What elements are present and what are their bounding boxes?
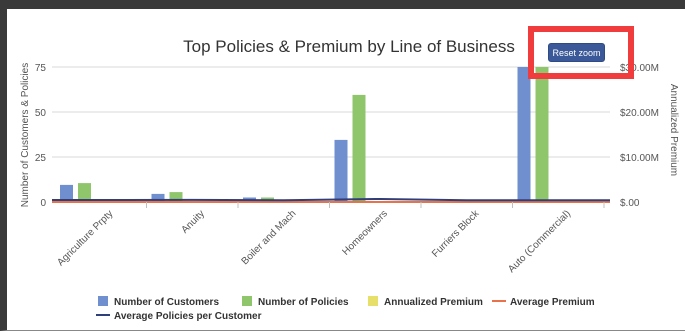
y-tick-label: 25 [35, 153, 47, 164]
number-of-customers-bar [517, 67, 531, 202]
y-tick-label: 0 [40, 198, 46, 209]
y2-tick-label: $30.00M [620, 63, 659, 74]
y2-tick-label: $20.00M [620, 108, 659, 119]
reset-zoom-button[interactable]: Reset zoom [548, 43, 605, 62]
chart-title: Top Policies & Premium by Line of Busine… [183, 37, 515, 56]
number-of-policies-bar [352, 94, 366, 202]
legend-label: Annualized Premium [384, 297, 483, 308]
x-tick-label: Boiler and Mach [240, 208, 299, 267]
x-tick-label: Furriers Block [430, 208, 482, 260]
number-of-customers-bar [60, 184, 73, 202]
x-tick-label: Anuity [180, 208, 207, 235]
number-of-policies-bar [169, 192, 183, 202]
legend-label: Average Premium [510, 297, 595, 308]
y2-axis-label: Annualized Premium [668, 84, 679, 176]
average-policies-per-customer-line [52, 197, 610, 202]
number-of-policies-bar [535, 67, 549, 202]
x-tick-label: Auto (Commercial) [506, 208, 573, 275]
highlight-box [528, 26, 634, 79]
y-tick-label: 75 [35, 63, 47, 74]
x-tick-label: Homeowners [341, 208, 390, 257]
legend-swatch [368, 296, 378, 306]
legend-label: Number of Customers [114, 297, 219, 308]
legend-label: Number of Policies [258, 297, 349, 308]
number-of-policies-bar [78, 183, 91, 202]
legend-swatch [242, 296, 252, 306]
number-of-customers-bar [151, 193, 165, 202]
y2-tick-label: $10.00M [620, 153, 659, 164]
legend-label: Average Policies per Customer [114, 311, 262, 322]
y-tick-label: 50 [35, 108, 47, 119]
number-of-customers-bar [334, 139, 348, 202]
legend-swatch [98, 296, 108, 306]
y2-tick-label: $.00 [620, 198, 640, 209]
y-axis-label: Number of Customers & Policies [20, 63, 31, 208]
x-tick-label: Agriculture Prpty [55, 208, 115, 268]
